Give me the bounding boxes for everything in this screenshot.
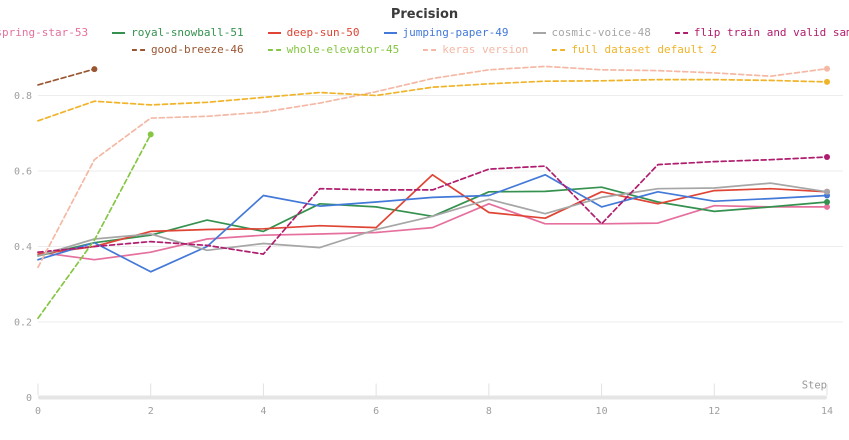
series-line-whole-elevator-45[interactable] <box>37 133 152 320</box>
series-line-full dataset default 2[interactable] <box>37 78 828 122</box>
series-endpoint-full dataset default 2[interactable] <box>824 78 830 85</box>
legend-label: whole-elevator-45 <box>286 43 400 56</box>
chart-title: Precision <box>390 7 459 22</box>
legend-item-spring-star-53[interactable]: spring-star-53 <box>0 24 88 41</box>
legend-marker-icon <box>532 31 546 34</box>
legend-marker-icon <box>267 48 281 51</box>
legend-label: deep-sun-50 <box>286 26 360 39</box>
legend-marker-icon <box>267 31 281 34</box>
series-line-good-breeze-46[interactable] <box>37 68 96 86</box>
legend-marker-icon <box>552 48 566 51</box>
legend-item-whole-elevator-45[interactable]: whole-elevator-45 <box>267 41 400 58</box>
series-line-cosmic-voice-48[interactable] <box>37 182 828 257</box>
legend-label: spring-star-53 <box>0 26 89 39</box>
legend-marker-icon <box>112 31 126 34</box>
series-line-spring-star-53[interactable] <box>37 202 828 261</box>
legend-row-1: spring-star-53 royal-snowball-51 deep-sun-… <box>0 24 849 41</box>
x-tick-label-8: 8 <box>486 406 492 417</box>
series-line-keras version[interactable] <box>37 65 828 269</box>
x-tick-label-2: 2 <box>148 406 154 417</box>
legend-item-royal-snowball-51[interactable]: royal-snowball-51 <box>112 24 244 41</box>
series-endpoint-flip train and valid sample[interactable] <box>824 154 830 160</box>
legend-item-jumping-paper-49[interactable]: jumping-paper-49 <box>383 24 509 41</box>
y-tick-label-0.6: 0.6 <box>14 167 32 178</box>
series-line-flip train and valid sample[interactable] <box>37 156 828 255</box>
x-axis-title: Step <box>802 380 827 392</box>
legend-label: cosmic-voice-48 <box>551 26 651 39</box>
legend-label: good-breeze-46 <box>150 43 244 56</box>
series-endpoint-good-breeze-46[interactable] <box>91 66 98 73</box>
legend-item-good-breeze-46[interactable]: good-breeze-46 <box>131 41 244 58</box>
legend-marker-icon <box>131 48 145 51</box>
x-tick-label-14: 14 <box>821 406 833 417</box>
legend-item-cosmic-voice-48[interactable]: cosmic-voice-48 <box>532 24 651 41</box>
legend-label: royal-snowball-51 <box>131 26 244 39</box>
legend-item-flip train and valid sample[interactable]: flip train and valid sample <box>674 24 849 41</box>
x-tick-label-12: 12 <box>708 406 720 417</box>
series-endpoint-keras version[interactable] <box>824 65 830 72</box>
legend-label: full dataset default 2 <box>571 43 718 56</box>
legend-label: keras version <box>442 43 529 56</box>
series-line-jumping-paper-49[interactable] <box>37 173 828 273</box>
x-tick-label-10: 10 <box>596 406 608 417</box>
x-tick-label-4: 4 <box>260 406 266 417</box>
x-axis-line <box>38 395 827 400</box>
series-endpoint-spring-star-53[interactable] <box>824 203 830 210</box>
x-tick-label-6: 6 <box>373 406 379 417</box>
legend-marker-icon <box>383 31 397 34</box>
series-endpoint-royal-snowball-51[interactable] <box>824 199 830 205</box>
series-endpoint-cosmic-voice-48[interactable] <box>824 188 830 195</box>
legend-marker-icon <box>674 31 688 34</box>
legend-label: jumping-paper-49 <box>402 26 509 39</box>
legend-item-keras version[interactable]: keras version <box>423 41 528 58</box>
y-tick-label-0.8: 0.8 <box>14 91 32 102</box>
x-tick-label-0: 0 <box>35 406 41 417</box>
series-line-deep-sun-50[interactable] <box>37 173 828 255</box>
legend-label: flip train and valid sample <box>693 26 849 39</box>
chart-legend: spring-star-53 royal-snowball-51 deep-sun-… <box>0 24 849 58</box>
y-tick-label-0.4: 0.4 <box>14 242 32 253</box>
legend-item-full dataset default 2[interactable]: full dataset default 2 <box>552 41 717 58</box>
legend-marker-icon <box>423 48 437 51</box>
legend-row-2: good-breeze-46 whole-elevator-45 keras ver… <box>0 41 849 58</box>
y-tick-label-0: 0 <box>26 393 32 404</box>
series-endpoint-whole-elevator-45[interactable] <box>147 131 154 138</box>
y-tick-label-0.2: 0.2 <box>14 318 32 329</box>
legend-item-deep-sun-50[interactable]: deep-sun-50 <box>267 24 360 41</box>
